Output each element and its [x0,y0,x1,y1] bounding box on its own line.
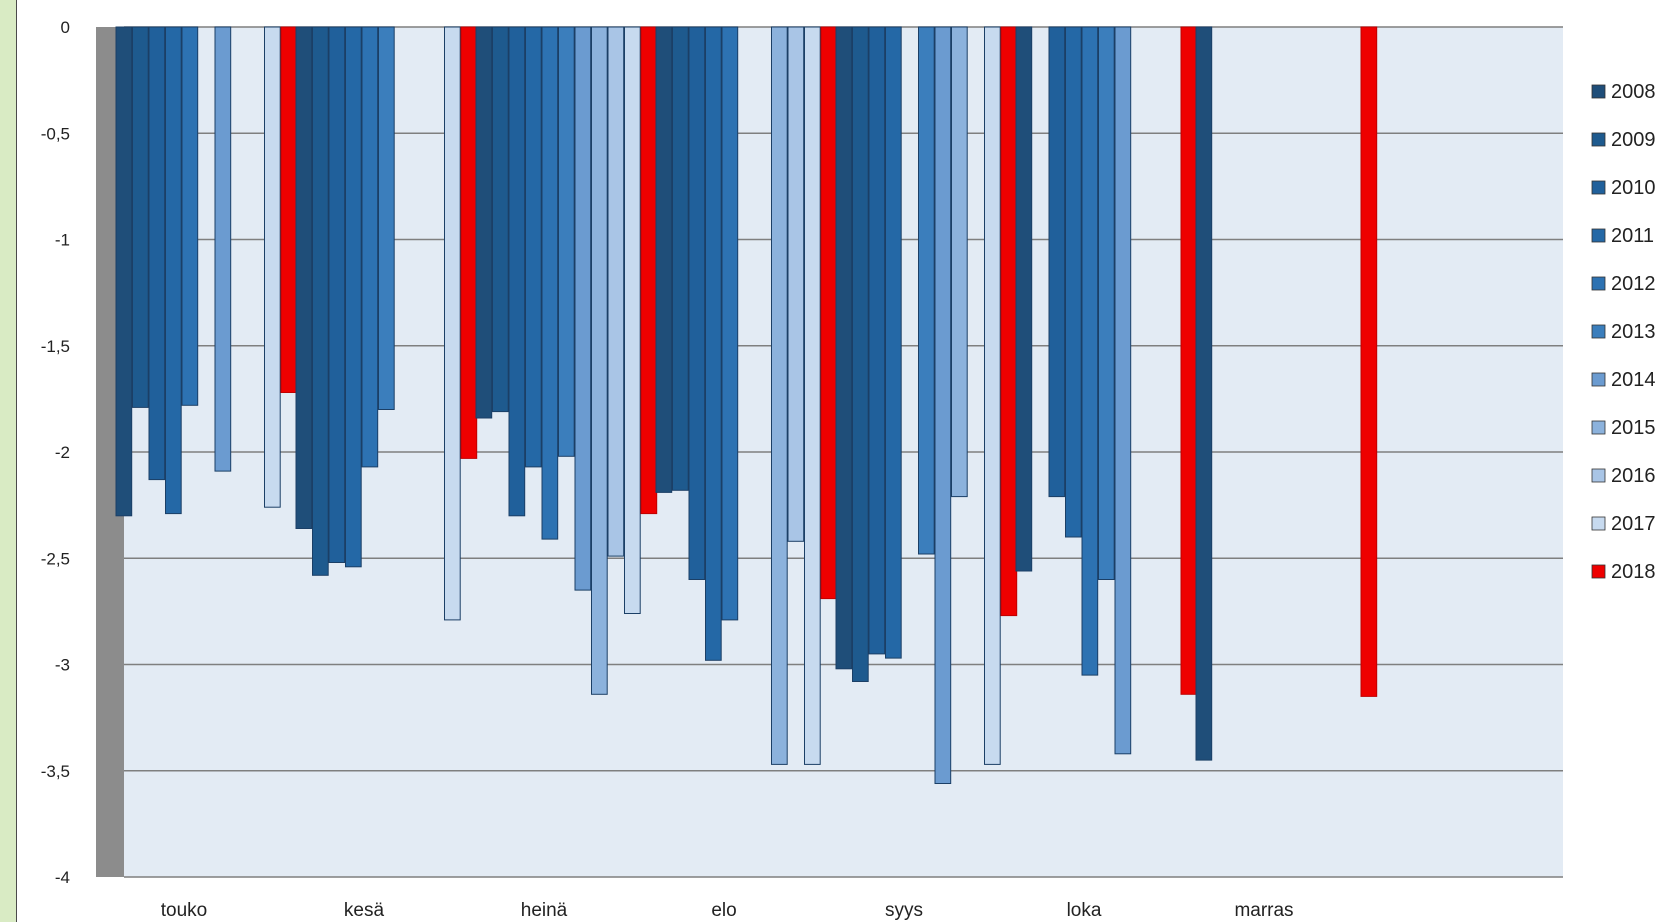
legend-swatch-2014 [1591,372,1606,387]
legend-label-2008: 2008 [1611,81,1656,103]
bar-elo-2015 [771,26,788,765]
y-tick-label: -1,5 [41,337,70,356]
left-border-strip [0,0,17,922]
bar-elo-2010 [688,26,706,580]
bar-loka-2018 [1180,26,1198,695]
legend-label-2011: 2011 [1611,225,1654,247]
y-tick-label: -4 [55,868,70,887]
category-label-elo: elo [711,900,736,921]
legend-swatch-2017 [1591,516,1606,531]
bar-elo-2018 [820,26,838,600]
bar-loka-2012 [1081,26,1099,676]
category-label-loka: loka [1067,900,1102,921]
category-label-heinä: heinä [521,900,568,921]
bar-syys-2009 [852,26,869,682]
bar-elo-2017 [804,26,821,765]
legend-label-2018: 2018 [1611,561,1656,583]
bar-elo-2009 [672,26,689,491]
bar-syys-2008 [835,26,853,670]
legend-label-2015: 2015 [1611,417,1656,439]
y-tick-label: 0 [61,18,70,37]
category-label-kesä: kesä [344,900,385,921]
bar-loka-2014 [1114,26,1132,755]
y-axis-tick-labels: 0 -0,5 -1 -1,5 -2 -2,5 -3 -3,5 -4 [41,18,70,887]
legend-label-2014: 2014 [1611,369,1656,391]
bar-kesä-2017 [444,26,461,621]
legend-label-2017: 2017 [1611,513,1656,535]
bar-heinä-2014 [574,26,592,591]
bar-touko-2017 [264,26,281,508]
bar-touko-2008 [115,26,133,517]
legend-swatch-2012 [1591,276,1606,291]
bar-touko-2009 [132,26,149,408]
bar-touko-2011 [165,26,182,515]
bar-heinä-2008 [475,26,493,419]
bar-touko-2014 [214,26,232,472]
legend-swatch-2015 [1591,420,1606,435]
bar-elo-2016 [787,26,805,542]
y-tick-label: -2,5 [41,549,70,568]
bar-marras-2018 [1360,26,1378,697]
bar-kesä-2018 [460,26,478,459]
bar-heinä-2015 [591,26,608,695]
legend-swatch-2008 [1591,84,1606,99]
legend-swatch-2009 [1591,132,1606,147]
y-tick-label: -3,5 [41,762,70,781]
legend-label-2009: 2009 [1611,129,1656,151]
bar-touko-2018 [280,26,298,393]
bar-touko-2010 [148,26,166,481]
y-tick-label: -3 [55,656,70,675]
legend-swatch-2013 [1591,324,1606,339]
legend-label-2013: 2013 [1611,321,1656,343]
bar-heinä-2010 [508,26,526,517]
bar-kesä-2009 [312,26,329,576]
bar-syys-2011 [885,26,902,659]
bar-loka-2008 [1015,26,1033,572]
category-label-touko: touko [161,900,207,921]
bar-kesä-2011 [345,26,362,568]
bar-heinä-2011 [525,26,542,468]
bar-marras-2008 [1195,26,1213,761]
bar-syys-2014 [934,26,952,784]
bar-loka-2011 [1065,26,1082,538]
bar-kesä-2012 [361,26,379,468]
bar-heinä-2018 [640,26,658,515]
category-label-syys: syys [885,900,923,921]
legend-label-2016: 2016 [1611,465,1656,487]
bar-heinä-2016 [607,26,625,557]
legend: 2008 2009 2010 2011 2012 2013 2014 2015 2016 2017… [1591,81,1656,583]
y-tick-label: -2 [55,443,70,462]
bar-marks [115,26,1378,784]
bar-elo-2012 [721,26,739,621]
bar-heinä-2013 [558,26,575,457]
bar-heinä-2012 [541,26,559,540]
legend-swatch-2011 [1591,228,1606,243]
bar-kesä-2013 [378,26,395,410]
bar-kesä-2008 [295,26,313,529]
bar-loka-2013 [1098,26,1115,580]
legend-label-2010: 2010 [1611,177,1656,199]
category-label-marras: marras [1234,900,1293,921]
bar-syys-2013 [918,26,935,555]
bar-syys-2017 [984,26,1001,765]
bar-syys-2015 [951,26,968,498]
bar-heinä-2009 [492,26,509,413]
legend-swatch-2016 [1591,468,1606,483]
legend-swatch-2010 [1591,180,1606,195]
legend-label-2012: 2012 [1611,273,1656,295]
y-tick-label: -0,5 [41,124,70,143]
y-tick-label: -1 [55,231,70,250]
bar-kesä-2010 [328,26,346,563]
bar-heinä-2017 [624,26,641,614]
bar-touko-2012 [181,26,199,406]
bar-elo-2011 [705,26,722,661]
bar-loka-2010 [1048,26,1066,498]
bar-elo-2008 [655,26,673,493]
bar-syys-2018 [1000,26,1018,617]
legend-swatch-2018 [1591,564,1606,579]
bar-syys-2010 [868,26,886,655]
x-axis-category-labels: touko kesä heinä elo syys loka marras [161,900,1294,921]
